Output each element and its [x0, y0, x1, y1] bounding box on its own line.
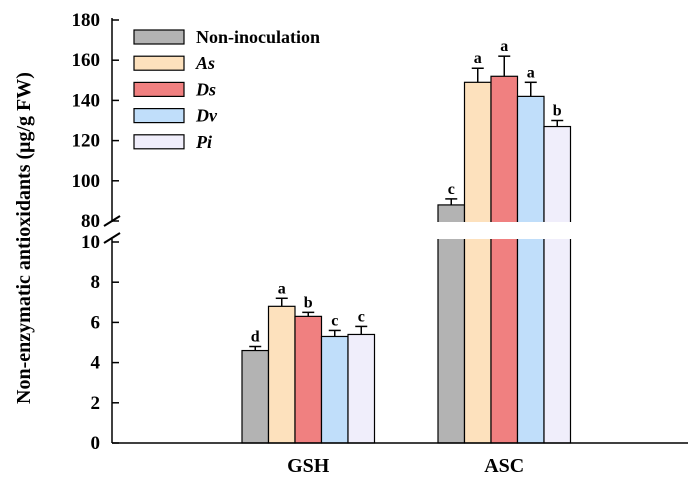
bars-layer: d c a a b a c a c b — [113, 38, 689, 444]
significance-letter: a — [474, 50, 482, 67]
legend-swatch — [133, 107, 185, 124]
x-category-label: ASC — [484, 455, 524, 477]
y-tick-label: 80 — [81, 211, 100, 232]
significance-letter: a — [278, 280, 286, 297]
significance-letter: d — [251, 329, 260, 346]
y-tick-label: 180 — [72, 10, 101, 31]
y-tick-label: 160 — [72, 50, 101, 71]
legend-label: Dv — [195, 106, 218, 126]
y-tick-label: 120 — [72, 131, 101, 152]
significance-letter: a — [500, 38, 508, 55]
significance-letter: b — [304, 294, 313, 311]
bar-asc-dv — [516, 95, 545, 444]
legend-swatch — [133, 29, 185, 45]
legend-label: Non-inoculation — [196, 27, 320, 47]
y-tick-label: 0 — [91, 433, 101, 454]
legend-label: Ds — [195, 79, 216, 99]
legend-label: As — [195, 53, 215, 73]
significance-letter: c — [331, 312, 338, 329]
bar-gsh-ds — [294, 315, 323, 444]
y-tick-label: 8 — [91, 272, 101, 293]
bar-asc-ds — [490, 75, 519, 444]
y-tick-label: 4 — [91, 353, 101, 374]
y-tick-label: 2 — [91, 393, 101, 414]
significance-letter: a — [527, 64, 535, 81]
legend: Non-inoculation As Ds Dv Pi — [133, 27, 320, 152]
significance-letter: c — [358, 308, 365, 325]
y-tick-label: 10 — [81, 232, 100, 253]
legend-swatch — [133, 55, 185, 71]
y-tick-label: 6 — [91, 312, 101, 333]
bar-gsh-pi — [347, 333, 376, 444]
x-category-label: GSH — [287, 455, 330, 477]
y-tick-label: 140 — [72, 90, 101, 111]
significance-letter: b — [553, 103, 562, 120]
legend-label: Pi — [195, 132, 212, 152]
y-tick-label: 100 — [72, 171, 101, 192]
legend-swatch — [133, 134, 185, 150]
legend-swatch — [133, 81, 185, 98]
significance-letter: c — [448, 181, 455, 198]
bar-gsh-non-inoculation — [241, 349, 270, 444]
axis-break-band — [113, 222, 689, 239]
bar-asc-as — [463, 81, 492, 444]
y-axis-label: Non-enzymatic antioxidants (μg/g FW) — [13, 72, 35, 404]
bar-gsh-as — [267, 305, 296, 444]
bar-gsh-dv — [320, 335, 349, 444]
bar-asc-non-inoculation — [437, 204, 466, 444]
axis-break-mark — [103, 232, 121, 244]
bar-asc-pi — [543, 125, 572, 444]
